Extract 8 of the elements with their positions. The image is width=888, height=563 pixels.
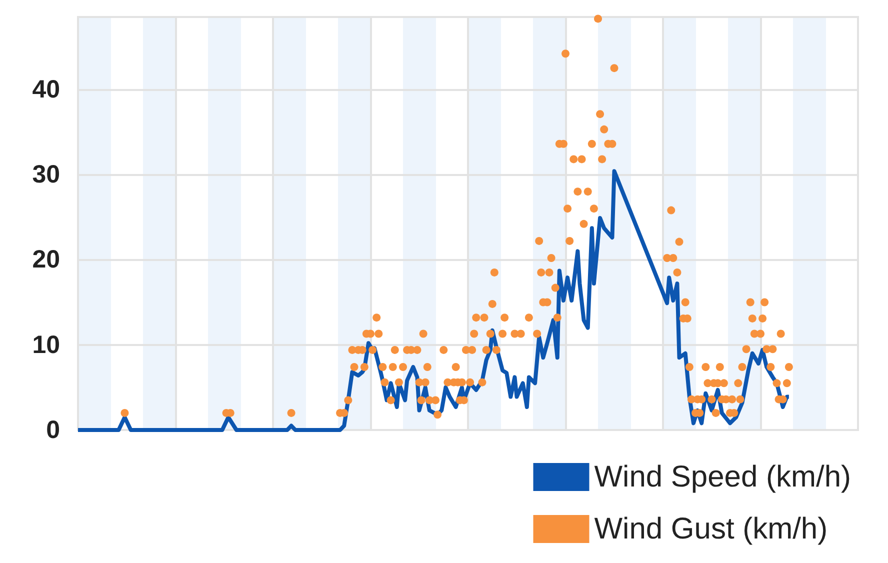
- y-tick-label: 20: [32, 246, 60, 274]
- line-series: [76, 169, 791, 432]
- y-tick-label: 10: [32, 330, 60, 359]
- legend-label: Wind Gust (km/h): [594, 512, 828, 546]
- legend-label: Wind Speed (km/h): [594, 460, 852, 494]
- y-tick-label: 30: [32, 160, 60, 189]
- y-tick-label: 40: [32, 75, 60, 104]
- y-tick-label: 0: [46, 416, 60, 444]
